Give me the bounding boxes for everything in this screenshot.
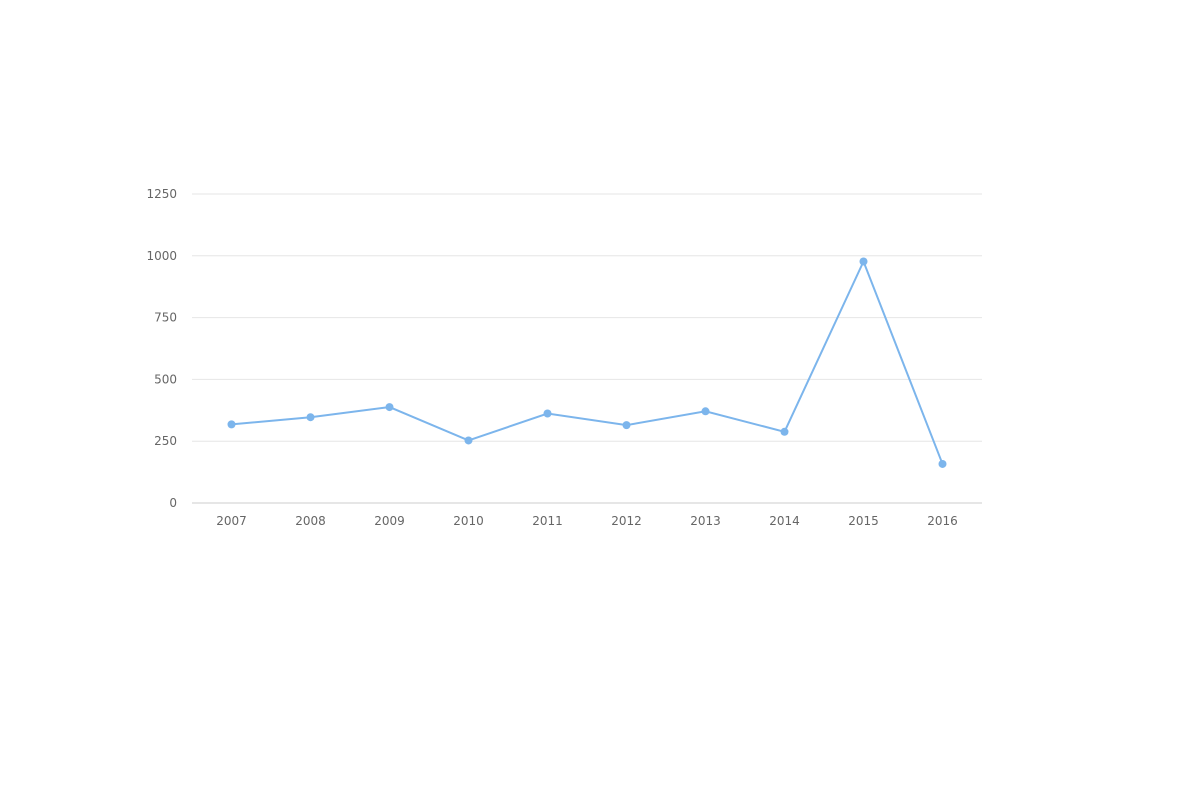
gridlines — [192, 193, 982, 504]
series-line-0 — [231, 258, 944, 465]
data-point-2009[interactable] — [385, 403, 394, 412]
data-point-2014[interactable] — [780, 427, 789, 436]
x-axis-ticks: 2007 2008 2009 2010 2011 2012 2013 2014 2015 2016 — [216, 514, 958, 528]
x-tick-label-2014: 2014 — [769, 514, 800, 528]
x-tick-label-2009: 2009 — [374, 514, 405, 528]
data-point-2013[interactable] — [701, 407, 710, 416]
y-tick-label-0: 0 — [169, 496, 177, 510]
x-tick-label-2007: 2007 — [216, 514, 247, 528]
x-tick-label-2010: 2010 — [453, 514, 484, 528]
y-axis-ticks: 0 250 500 750 1000 1250 — [146, 187, 177, 510]
data-point-2016[interactable] — [938, 459, 947, 468]
data-point-2007[interactable] — [227, 420, 236, 429]
data-point-2010[interactable] — [464, 436, 473, 445]
y-tick-label-1000: 1000 — [146, 249, 177, 263]
y-tick-label-500: 500 — [154, 372, 177, 386]
x-tick-label-2011: 2011 — [532, 514, 563, 528]
data-point-2008[interactable] — [306, 413, 315, 422]
y-tick-label-1250: 1250 — [146, 187, 177, 201]
series-layer — [227, 257, 947, 468]
data-point-2011[interactable] — [543, 409, 552, 418]
data-point-2012[interactable] — [622, 421, 631, 430]
x-tick-label-2015: 2015 — [848, 514, 879, 528]
x-tick-label-2008: 2008 — [295, 514, 326, 528]
data-point-2015[interactable] — [859, 257, 868, 266]
y-tick-label-750: 750 — [154, 311, 177, 325]
x-tick-label-2013: 2013 — [690, 514, 721, 528]
x-tick-label-2012: 2012 — [611, 514, 642, 528]
x-tick-label-2016: 2016 — [927, 514, 958, 528]
y-tick-label-250: 250 — [154, 434, 177, 448]
